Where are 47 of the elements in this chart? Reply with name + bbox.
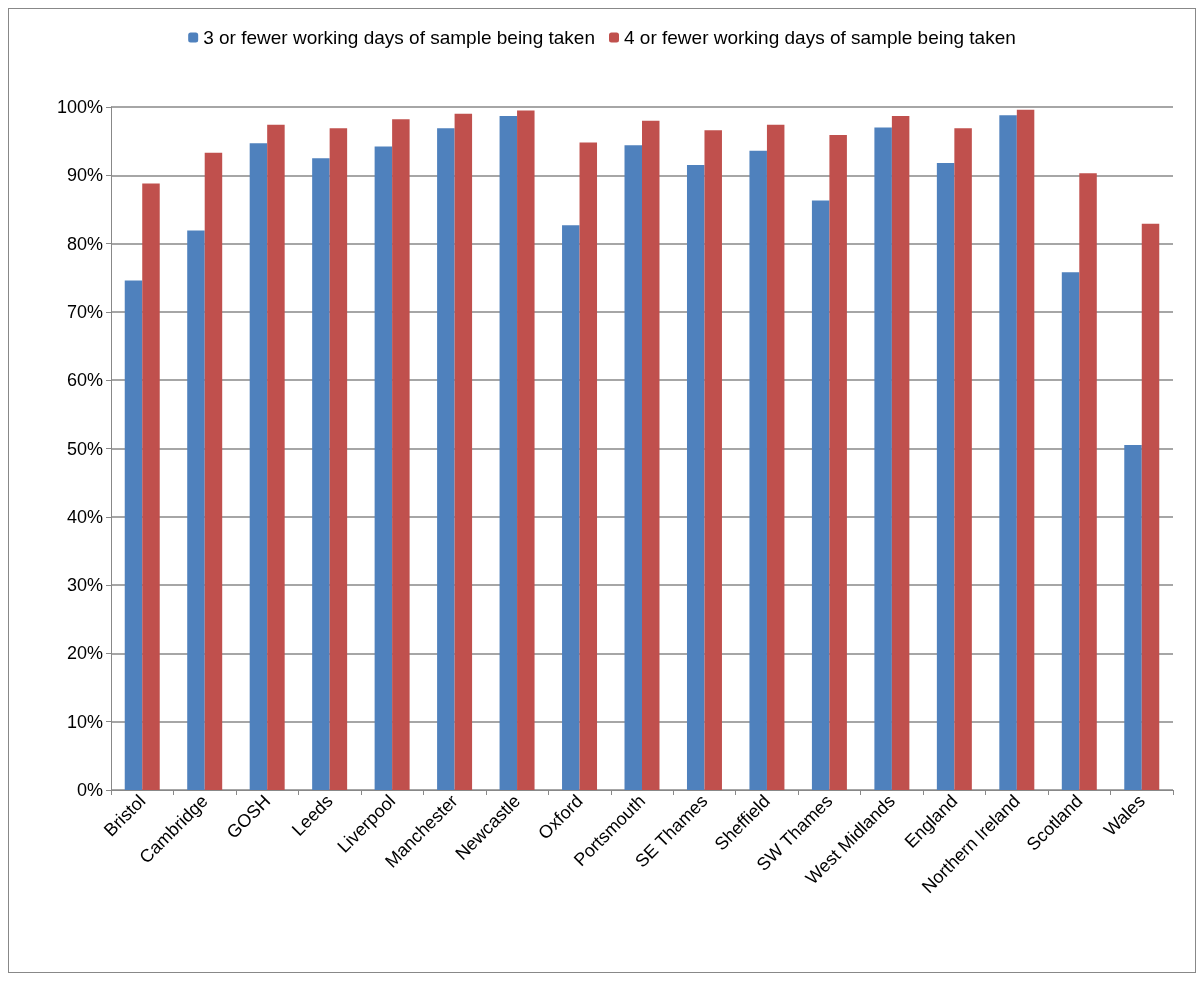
bar	[204, 152, 223, 790]
legend-label: 4 or fewer working days of sample being taken	[624, 27, 1016, 48]
bar	[811, 200, 830, 790]
bar	[936, 163, 955, 790]
bar	[766, 124, 785, 790]
y-tick-label: 10%	[66, 711, 103, 732]
bar	[1016, 109, 1035, 790]
bar	[704, 130, 722, 790]
bar	[187, 230, 205, 790]
bar	[579, 142, 598, 790]
bar	[624, 145, 642, 790]
bar	[517, 110, 535, 790]
bar	[454, 113, 473, 790]
bar	[124, 280, 143, 790]
bar	[686, 165, 705, 790]
legend-label: 3 or fewer working days of sample being taken	[203, 27, 596, 48]
bar	[1141, 223, 1160, 790]
bar	[249, 143, 268, 790]
y-tick-label: 20%	[66, 643, 103, 664]
bar	[374, 146, 393, 790]
bar	[562, 225, 580, 790]
bar	[312, 158, 330, 790]
y-tick-label: 30%	[66, 575, 103, 596]
y-tick-label: 90%	[66, 165, 103, 186]
bar	[1124, 445, 1142, 790]
bar	[1079, 173, 1097, 790]
y-tick-label: 100%	[56, 97, 103, 117]
bar	[891, 115, 910, 790]
y-tick-label: 40%	[66, 506, 103, 527]
y-tick-label: 60%	[66, 370, 103, 391]
bar	[999, 115, 1017, 790]
bar	[874, 127, 892, 790]
y-tick-label: 0%	[76, 780, 103, 800]
bar	[329, 128, 348, 790]
bar	[499, 115, 518, 790]
bar	[749, 150, 767, 790]
y-tick-label: 50%	[66, 438, 103, 459]
bar	[392, 119, 410, 790]
bar	[142, 183, 160, 790]
bar	[642, 120, 660, 790]
y-tick-label: 70%	[66, 301, 103, 322]
bar	[954, 128, 972, 790]
bar	[829, 135, 847, 790]
y-tick-label: 80%	[66, 233, 103, 254]
bar	[1061, 272, 1080, 790]
bar	[267, 124, 285, 790]
bar	[437, 128, 455, 790]
